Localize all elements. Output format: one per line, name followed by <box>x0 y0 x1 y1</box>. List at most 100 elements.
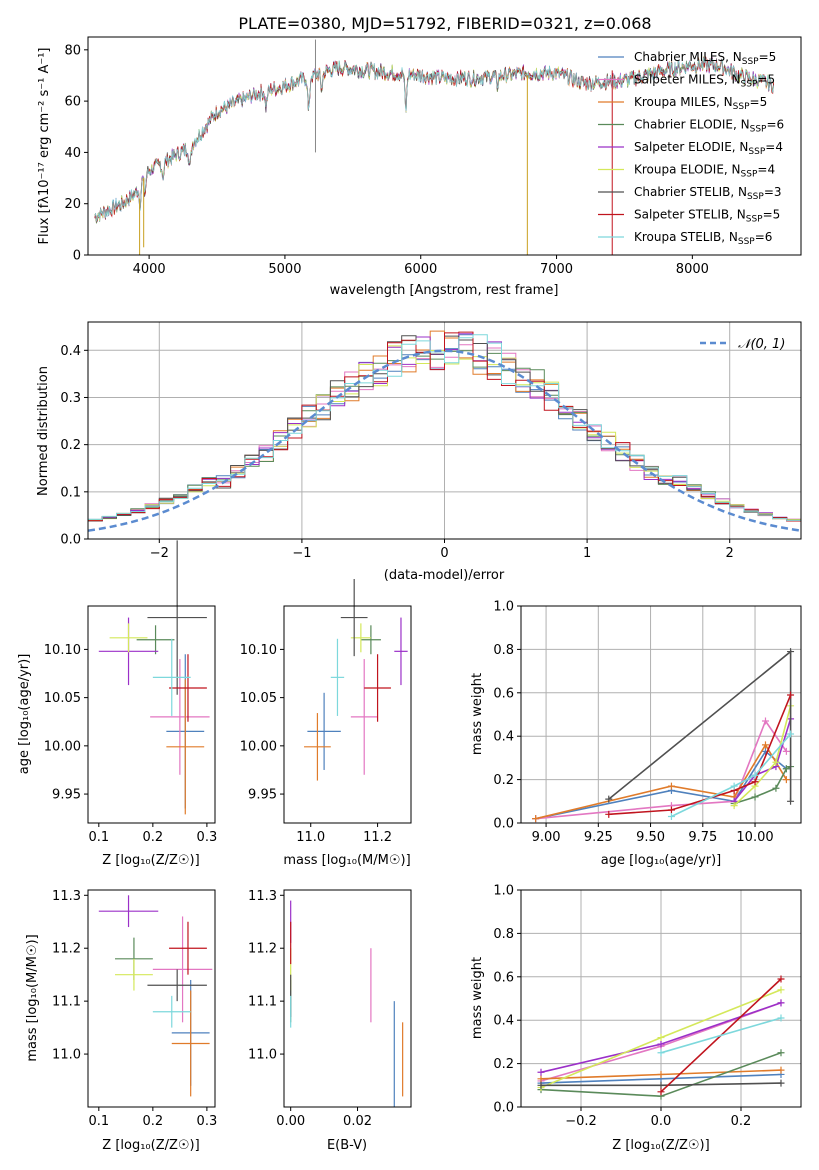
x-tick-label: 0.2 <box>143 830 164 845</box>
y-tick-label: 0 <box>73 249 81 264</box>
weight-vs-age-panel: age [log₁₀(age/yr)] mass weight 9.00 9.25… <box>470 600 802 868</box>
age-vs-mass-plot-area <box>284 578 411 823</box>
weight-vs-Z-plot-area <box>521 889 801 1108</box>
x-tick-label: −0.2 <box>565 1114 597 1129</box>
x-tick-label: 5000 <box>268 262 301 277</box>
mass-vs-Z-panel: Z [log₁₀(Z/Z☉)] mass [log₁₀(M/M☉)] 0.1 0.… <box>25 889 217 1153</box>
x-tick-label: 0.2 <box>731 1114 752 1129</box>
weight-marker-kroupa_miles <box>657 1070 665 1078</box>
legend-ssp-value: =4 <box>757 163 775 177</box>
spectrum-ylabel: Flux [fλ10⁻¹⁷ erg cm⁻² s⁻¹ A⁻¹] <box>37 48 52 245</box>
clip-area <box>284 890 411 1107</box>
y-tick-label: 1.0 <box>493 884 514 899</box>
weight-marker-kroupa_miles <box>782 776 790 784</box>
weight-marker-chabrier_stelib <box>787 797 795 805</box>
y-tick-label: 0.2 <box>60 438 81 453</box>
x-tick-label: 11.0 <box>296 830 325 845</box>
age-vs-Z-ylabel: age [log₁₀(age/yr)] <box>17 654 32 775</box>
weight-marker-salpeter_stelib <box>667 806 675 814</box>
residuals-legend: 𝒩(0, 1) <box>700 337 785 352</box>
weight-marker-salpeter_stelib <box>777 975 785 983</box>
legend-ssp-subscript: SSP <box>738 237 755 247</box>
y-tick-label: 0.4 <box>60 344 81 359</box>
weight-marker-kroupa_miles <box>537 1075 545 1083</box>
weight-marker-kroupa_stelib <box>751 771 759 779</box>
mass-vs-Z-ylabel: mass [log₁₀(M/M☉)] <box>25 934 40 1061</box>
x-tick-label: 9.25 <box>584 830 613 845</box>
y-tick-label: 10.10 <box>44 643 81 658</box>
x-tick-label: 0.1 <box>88 830 109 845</box>
weight-marker-kroupa_miles <box>532 815 540 823</box>
legend-ssp-value: =6 <box>755 230 773 244</box>
x-tick-label: 0 <box>440 546 448 561</box>
legend-ssp-subscript: SSP <box>741 170 758 180</box>
legend-label-salpeter_miles: Salpeter MILES, NSSP=5 <box>634 73 775 90</box>
weight-marker-chabrier_elodie <box>751 793 759 801</box>
weight-marker-chabrier_stelib <box>537 1081 545 1089</box>
weight-vs-age-frame <box>520 605 802 824</box>
y-tick-label: 11.2 <box>248 942 277 957</box>
residuals-panel: (data-model)/error Normed distribution 𝒩… <box>36 321 802 583</box>
legend-label-chabrier_miles: Chabrier MILES, NSSP=5 <box>634 50 776 67</box>
y-tick-label: 11.0 <box>52 1048 81 1063</box>
weight-vs-Z-xlabel: Z [log₁₀(Z/Z☉)] <box>612 1138 709 1153</box>
y-tick-label: 11.0 <box>248 1048 277 1063</box>
x-tick-label: 0.0 <box>651 1114 672 1129</box>
weight-marker-kroupa_miles <box>777 1066 785 1074</box>
weight-marker-salpeter_stelib <box>657 1088 665 1096</box>
weight-marker-kroupa_stelib <box>657 1049 665 1057</box>
weight-marker-salpeter_elodie <box>777 999 785 1007</box>
y-tick-label: 11.2 <box>52 942 81 957</box>
weight-marker-chabrier_elodie <box>782 765 790 773</box>
legend-ssp-subscript: SSP <box>741 80 758 90</box>
weight-vs-age-xlabel: age [log₁₀(age/yr)] <box>601 853 722 868</box>
clip-area <box>284 606 411 823</box>
x-tick-label: 4000 <box>133 262 166 277</box>
spectrum-title: PLATE=0380, MJD=51792, FIBERID=0321, z=0… <box>238 14 651 33</box>
y-tick-label: 0.8 <box>493 927 514 942</box>
x-tick-label: 9.00 <box>532 830 561 845</box>
weight-marker-chabrier_stelib <box>777 1079 785 1087</box>
y-tick-label: 1.0 <box>493 600 514 615</box>
y-tick-label: 0.1 <box>60 485 81 500</box>
legend-label-salpeter_stelib: Salpeter STELIB, NSSP=5 <box>634 208 780 225</box>
y-tick-label: 10.00 <box>240 739 277 754</box>
x-tick-label: 0.3 <box>197 830 218 845</box>
normal-legend-label: 𝒩(0, 1) <box>738 337 785 352</box>
x-tick-label: 0.3 <box>197 1114 218 1129</box>
weight-line-kroupa_stelib <box>660 1017 782 1054</box>
legend-label-chabrier_stelib: Chabrier STELIB, NSSP=3 <box>634 185 782 202</box>
weight-vs-age-plot-area <box>521 605 801 824</box>
legend-ssp-value: =5 <box>757 73 775 87</box>
spectrum-plot-area <box>94 39 774 255</box>
weight-marker-kroupa_elodie <box>657 1034 665 1042</box>
weight-line-kroupa_stelib <box>671 733 792 818</box>
y-tick-label: 0.6 <box>493 686 514 701</box>
weight-vs-Z-ylabel: mass weight <box>470 957 485 1039</box>
weight-line-salpeter_miles <box>535 719 788 820</box>
age-vs-mass-frame <box>283 605 412 824</box>
y-tick-label: 80 <box>64 43 81 58</box>
y-tick-label: 9.95 <box>52 788 81 803</box>
weight-marker-kroupa_stelib <box>667 812 675 820</box>
y-tick-label: 0.4 <box>493 1014 514 1029</box>
y-tick-label: 0.0 <box>60 533 81 548</box>
clip-area <box>88 606 215 823</box>
legend-ssp-subscript: SSP <box>746 215 763 225</box>
weight-vs-Z-panel: Z [log₁₀(Z/Z☉)] mass weight −0.2 0.0 0.2 0.… <box>470 884 802 1153</box>
legend-label-kroupa_stelib: Kroupa STELIB, NSSP=6 <box>634 230 772 247</box>
y-tick-label: 11.3 <box>52 889 81 904</box>
y-tick-label: 60 <box>64 95 81 110</box>
spectrum-frame <box>87 36 802 256</box>
y-tick-label: 0.0 <box>493 1101 514 1116</box>
y-tick-label: 0.2 <box>493 1057 514 1072</box>
y-tick-label: 20 <box>64 197 81 212</box>
mass-vs-Z-frame <box>87 889 216 1108</box>
weight-marker-kroupa_stelib <box>787 730 795 738</box>
residuals-ylabel: Normed distribution <box>36 366 51 496</box>
mass-vs-ebv-plot-area <box>284 890 411 1107</box>
x-tick-label: 0.00 <box>276 1114 305 1129</box>
weight-marker-chabrier_elodie <box>772 784 780 792</box>
legend-label-salpeter_elodie: Salpeter ELODIE, NSSP=4 <box>634 140 783 157</box>
weight-marker-chabrier_stelib <box>605 795 613 803</box>
